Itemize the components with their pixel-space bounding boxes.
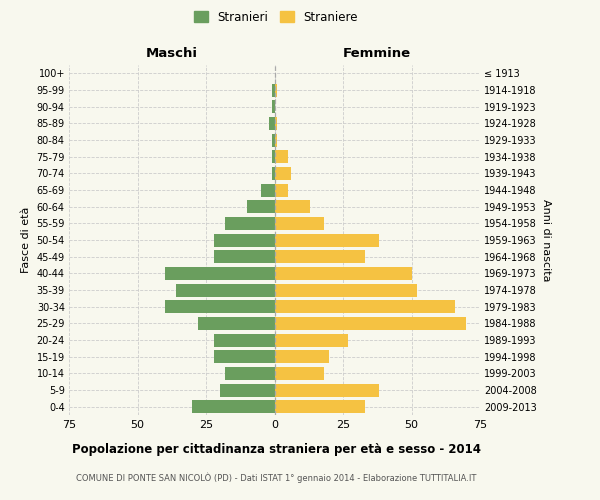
Bar (275, 167, 291, 180)
Bar (193, 400, 275, 413)
Bar (275, 250, 365, 263)
Bar (165, 300, 275, 313)
Bar (275, 334, 349, 346)
Bar (275, 400, 365, 413)
Bar (275, 150, 288, 163)
Bar (261, 184, 275, 196)
Bar (272, 150, 275, 163)
Text: Femmine: Femmine (343, 47, 412, 60)
Bar (198, 317, 275, 330)
Text: Popolazione per cittadinanza straniera per età e sesso - 2014: Popolazione per cittadinanza straniera p… (71, 442, 481, 456)
Y-axis label: Anni di nascita: Anni di nascita (541, 198, 551, 281)
Bar (176, 284, 275, 296)
Bar (272, 134, 275, 146)
Bar (275, 200, 310, 213)
Bar (225, 217, 275, 230)
Bar (214, 334, 275, 346)
Bar (275, 217, 324, 230)
Bar (247, 200, 275, 213)
Bar (272, 100, 275, 113)
Bar (275, 267, 412, 280)
Legend: Stranieri, Straniere: Stranieri, Straniere (189, 6, 363, 28)
Bar (272, 84, 275, 96)
Bar (214, 350, 275, 363)
Bar (275, 234, 379, 246)
Bar (225, 367, 275, 380)
Bar (214, 250, 275, 263)
Bar (272, 167, 275, 180)
Bar (165, 267, 275, 280)
Y-axis label: Fasce di età: Fasce di età (21, 207, 31, 273)
Text: Maschi: Maschi (146, 47, 198, 60)
Bar (275, 184, 288, 196)
Bar (275, 384, 379, 396)
Bar (275, 350, 329, 363)
Text: COMUNE DI PONTE SAN NICOLÒ (PD) - Dati ISTAT 1° gennaio 2014 - Elaborazione TUTT: COMUNE DI PONTE SAN NICOLÒ (PD) - Dati I… (76, 472, 476, 483)
Bar (275, 317, 466, 330)
Bar (275, 84, 277, 96)
Bar (275, 300, 455, 313)
Bar (220, 384, 275, 396)
Bar (275, 134, 277, 146)
Bar (269, 117, 275, 130)
Bar (275, 367, 324, 380)
Bar (214, 234, 275, 246)
Bar (275, 117, 277, 130)
Bar (275, 284, 417, 296)
